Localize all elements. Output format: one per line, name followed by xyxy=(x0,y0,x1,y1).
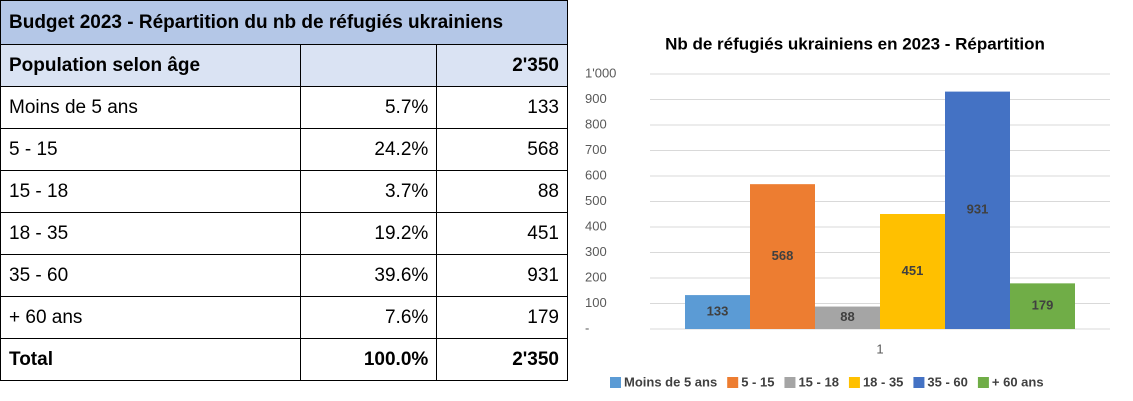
cell: 100.0% xyxy=(299,338,438,381)
bar xyxy=(750,184,815,329)
table-title: Budget 2023 - Répartition du nb de réfug… xyxy=(0,0,568,45)
table-row: 15 - 18 3.7% 88 xyxy=(0,170,568,213)
table-row: + 60 ans 7.6% 179 xyxy=(0,296,568,339)
cell: 2'350 xyxy=(436,338,568,381)
y-tick-label: 500 xyxy=(585,193,607,208)
legend-swatch xyxy=(784,377,796,388)
legend-label: 18 - 35 xyxy=(863,374,903,389)
y-tick-label: 800 xyxy=(585,116,607,131)
bar xyxy=(1010,283,1075,329)
data-label: 179 xyxy=(1032,298,1054,313)
bar xyxy=(945,91,1010,329)
header-total: 2'350 xyxy=(436,44,568,87)
y-tick-label: 900 xyxy=(585,91,607,106)
cell: 24.2% xyxy=(299,128,438,171)
bar xyxy=(880,213,945,329)
cell: 3.7% xyxy=(299,170,438,213)
legend-swatch xyxy=(727,377,739,388)
table-row: 35 - 60 39.6% 931 xyxy=(0,254,568,297)
legend-label: + 60 ans xyxy=(992,374,1044,389)
legend-swatch xyxy=(848,377,860,388)
data-label: 88 xyxy=(840,309,854,324)
cell xyxy=(299,44,438,87)
legend-label: 15 - 18 xyxy=(798,374,838,389)
table-row: Total 100.0% 2'350 xyxy=(0,338,568,381)
cell: 88 xyxy=(436,170,568,213)
bar xyxy=(815,306,880,329)
legend-swatch xyxy=(913,377,925,388)
data-label: 451 xyxy=(902,263,924,278)
bar xyxy=(685,295,750,329)
table-row: 5 - 15 24.2% 568 xyxy=(0,128,568,171)
header-label: Population selon âge xyxy=(0,44,301,87)
chart-title: Nb de réfugiés ukrainiens en 2023 - Répa… xyxy=(665,34,1045,53)
table: Budget 2023 - Répartition du nb de réfug… xyxy=(0,0,568,381)
y-tick-label: 700 xyxy=(585,142,607,157)
cell: 19.2% xyxy=(299,212,438,255)
legend-label: Moins de 5 ans xyxy=(624,374,717,389)
cell: 133 xyxy=(436,86,568,129)
y-tick-label: - xyxy=(585,320,589,335)
cell: 451 xyxy=(436,212,568,255)
cell: 35 - 60 xyxy=(0,254,301,297)
cell: 5.7% xyxy=(299,86,438,129)
y-tick-label: 400 xyxy=(585,218,607,233)
chart: Nb de réfugiés ukrainiens en 2023 - Répa… xyxy=(585,34,1110,389)
cell: 179 xyxy=(436,296,568,339)
cell: 931 xyxy=(436,254,568,297)
table-row: 18 - 35 19.2% 451 xyxy=(0,212,568,255)
legend-label: 35 - 60 xyxy=(927,374,967,389)
data-label: 568 xyxy=(772,248,794,263)
y-tick-label: 200 xyxy=(585,269,607,284)
y-tick-label: 1'000 xyxy=(585,65,616,80)
cell: 15 - 18 xyxy=(0,170,301,213)
data-label: 133 xyxy=(707,303,729,318)
cell: 7.6% xyxy=(299,296,438,339)
cell: 568 xyxy=(436,128,568,171)
cell: 39.6% xyxy=(299,254,438,297)
cell: Moins de 5 ans xyxy=(0,86,301,129)
data-label: 931 xyxy=(967,202,989,217)
legend-swatch xyxy=(610,377,621,388)
legend-swatch xyxy=(977,377,989,388)
y-tick-label: 600 xyxy=(585,167,607,182)
cell: + 60 ans xyxy=(0,296,301,339)
y-tick-label: 100 xyxy=(585,295,607,310)
x-tick-label: 1 xyxy=(876,341,883,356)
cell: Total xyxy=(0,338,301,381)
cell: 5 - 15 xyxy=(0,128,301,171)
table-row: Moins de 5 ans 5.7% 133 xyxy=(0,86,568,129)
legend-label: 5 - 15 xyxy=(741,374,774,389)
cell: 18 - 35 xyxy=(0,212,301,255)
y-tick-label: 300 xyxy=(585,244,607,259)
